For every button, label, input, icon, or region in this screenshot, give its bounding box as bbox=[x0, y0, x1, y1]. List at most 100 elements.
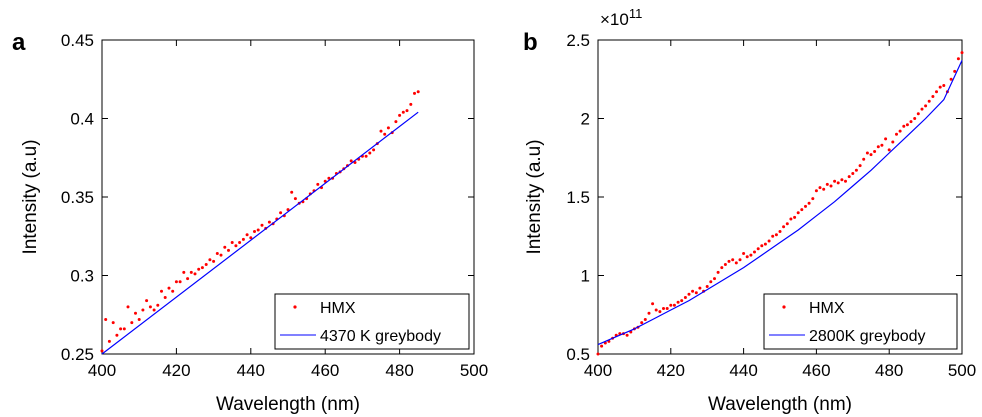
data-point-hmx bbox=[683, 296, 687, 299]
data-point-hmx bbox=[134, 311, 137, 315]
data-point-hmx bbox=[676, 300, 680, 304]
y-tick-label: 2.5 bbox=[566, 31, 590, 50]
data-point-hmx bbox=[223, 245, 227, 249]
data-point-hmx bbox=[658, 310, 662, 314]
data-point-hmx bbox=[913, 117, 917, 120]
legend-marker-hmx-a bbox=[293, 305, 297, 309]
data-point-hmx bbox=[208, 258, 212, 262]
data-point-hmx bbox=[924, 104, 928, 108]
data-point-hmx bbox=[905, 123, 909, 127]
data-point-hmx bbox=[241, 237, 245, 241]
data-point-hmx bbox=[193, 272, 197, 276]
data-point-hmx bbox=[880, 143, 884, 147]
chart-panel-b: b ×1011 400 420 440 460 480 500 0.5 1 1.5 2 2.5 Wa… bbox=[523, 6, 976, 415]
data-point-hmx bbox=[916, 112, 920, 116]
y-tick-label: 1.5 bbox=[566, 188, 590, 207]
data-point-hmx bbox=[409, 102, 413, 106]
data-point-hmx bbox=[647, 311, 651, 315]
data-point-hmx bbox=[372, 148, 376, 152]
legend-box-b bbox=[763, 293, 958, 350]
data-point-hmx bbox=[847, 175, 851, 179]
data-point-hmx bbox=[785, 222, 789, 226]
data-point-hmx bbox=[840, 178, 844, 182]
series-line-greybody bbox=[101, 111, 419, 355]
data-point-hmx bbox=[245, 233, 249, 237]
data-point-hmx bbox=[163, 296, 167, 299]
data-point-hmx bbox=[383, 132, 387, 136]
data-point-hmx bbox=[654, 308, 658, 312]
legend-b: HMX 2800K greybody bbox=[763, 293, 958, 350]
y-axis-label-a: Intensity (a.u) bbox=[20, 139, 41, 254]
data-point-hmx bbox=[738, 258, 742, 262]
legend-box-a bbox=[274, 293, 470, 350]
data-point-hmx bbox=[854, 168, 858, 172]
data-point-hmx bbox=[804, 204, 807, 208]
legend-label-greybody-b: 2800K greybody bbox=[809, 328, 926, 345]
data-point-hmx bbox=[767, 239, 771, 243]
data-point-hmx bbox=[687, 292, 691, 296]
data-point-hmx bbox=[742, 252, 746, 255]
data-point-hmx bbox=[778, 230, 782, 233]
data-point-hmx bbox=[669, 303, 673, 307]
chart-panel-a: a 400 420 440 460 480 500 0.25 0.3 0.35 0.4 0.45 W… bbox=[12, 29, 488, 415]
data-point-hmx bbox=[909, 120, 913, 124]
data-point-hmx bbox=[651, 302, 655, 306]
x-tick-label: 500 bbox=[948, 361, 976, 380]
data-point-hmx bbox=[672, 303, 676, 307]
data-point-hmx bbox=[227, 248, 230, 252]
data-point-hmx bbox=[405, 109, 409, 113]
data-point-hmx bbox=[141, 308, 145, 312]
data-point-hmx bbox=[386, 126, 390, 130]
data-point-hmx bbox=[148, 305, 152, 309]
data-point-hmx bbox=[774, 233, 778, 237]
x-tick-label: 440 bbox=[729, 361, 757, 380]
data-point-hmx bbox=[126, 305, 130, 309]
data-point-hmx bbox=[942, 84, 946, 87]
data-point-hmx bbox=[640, 321, 644, 325]
data-point-hmx bbox=[256, 228, 260, 232]
data-point-hmx bbox=[851, 172, 855, 175]
data-point-hmx bbox=[884, 137, 888, 141]
data-point-hmx bbox=[316, 182, 320, 186]
x-tick-label: 460 bbox=[802, 361, 830, 380]
data-point-hmx bbox=[178, 280, 182, 284]
data-point-hmx bbox=[891, 140, 895, 144]
data-point-hmx bbox=[836, 181, 840, 185]
data-point-hmx bbox=[763, 242, 767, 246]
data-point-hmx bbox=[625, 333, 629, 337]
panel-label-a: a bbox=[12, 29, 26, 56]
x-tick-label: 440 bbox=[237, 361, 265, 380]
data-point-hmx bbox=[230, 241, 234, 244]
x-axis-label-a: Wavelength (nm) bbox=[216, 394, 360, 415]
data-point-hmx bbox=[734, 261, 738, 265]
data-point-hmx bbox=[662, 307, 665, 310]
data-point-hmx bbox=[119, 327, 123, 331]
data-point-hmx bbox=[152, 308, 156, 312]
data-a bbox=[100, 90, 420, 355]
data-point-hmx bbox=[829, 184, 833, 188]
series-line-greybody bbox=[597, 60, 963, 346]
data-point-hmx bbox=[756, 247, 760, 251]
data-point-hmx bbox=[844, 179, 847, 183]
data-point-hmx bbox=[167, 286, 171, 290]
panel-label-b: b bbox=[523, 29, 538, 56]
x-axis-label-b: Wavelength (nm) bbox=[708, 394, 852, 415]
data-point-hmx bbox=[286, 208, 290, 212]
data-point-hmx bbox=[895, 132, 898, 136]
data-point-hmx bbox=[935, 90, 938, 94]
legend-label-hmx-b: HMX bbox=[809, 300, 845, 317]
x-tick-label: 480 bbox=[875, 361, 903, 380]
y-tick-label: 0.45 bbox=[61, 31, 94, 50]
data-point-hmx bbox=[107, 339, 111, 343]
data-point-hmx bbox=[694, 291, 698, 295]
ticks-a: 400 420 440 460 480 500 0.25 0.3 0.35 0.4 0.45 bbox=[61, 31, 488, 380]
data-point-hmx bbox=[174, 280, 178, 284]
y-tick-label: 0.25 bbox=[61, 345, 94, 364]
data-point-hmx bbox=[873, 150, 877, 153]
y-tick-label: 2 bbox=[581, 110, 590, 129]
data-point-hmx bbox=[416, 90, 420, 94]
data-point-hmx bbox=[782, 225, 786, 229]
data-point-hmx bbox=[171, 289, 175, 293]
legend-label-greybody-a: 4370 K greybody bbox=[320, 328, 441, 345]
data-point-hmx bbox=[238, 241, 242, 244]
